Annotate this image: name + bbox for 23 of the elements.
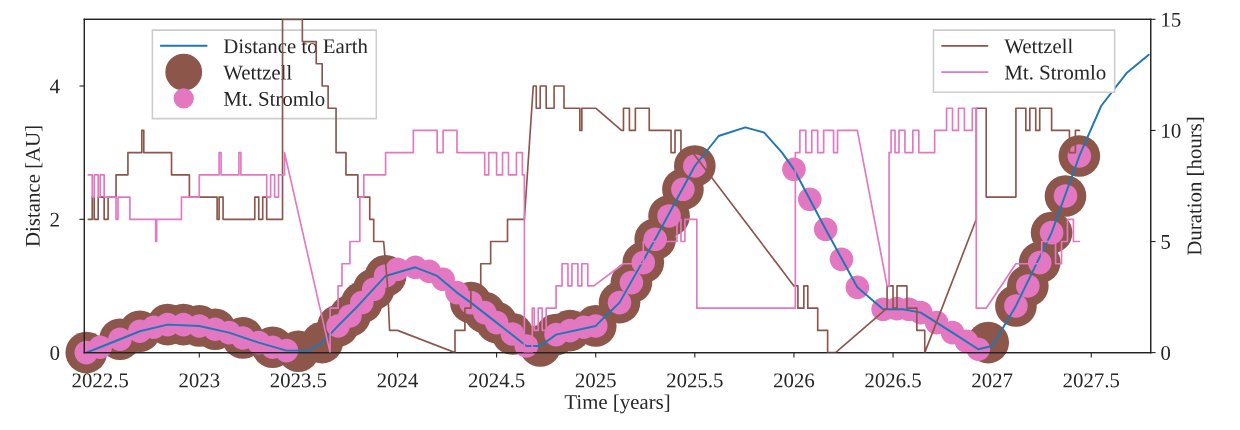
y-tick-label: 2: [50, 212, 59, 227]
x-tick-label: 2025: [575, 373, 616, 388]
y2-axis-title: Duration [hours]: [1186, 117, 1205, 256]
x-tick-label: 2025.5: [667, 373, 723, 388]
y2-tick-label: 0: [1161, 345, 1171, 361]
x-tick-label: 2022.5: [72, 373, 129, 388]
legend-label: Mt. Stromlo: [1004, 64, 1106, 80]
legend-label: Wettzell: [1004, 38, 1073, 54]
x-axis-title: Time [years]: [564, 394, 670, 414]
x-tick-label: 2027: [972, 373, 1013, 388]
y2-tick-label: 15: [1162, 12, 1181, 27]
x-tick-label: 2026.5: [865, 373, 921, 388]
y-axis-title: Distance [AU]: [25, 126, 43, 247]
x-tick-label: 2023: [179, 373, 220, 388]
x-tick-label: 2024.5: [468, 373, 525, 388]
x-tick-label: 2023.5: [270, 373, 327, 388]
y-tick-label: 4: [50, 79, 60, 94]
y2-tick-label: 5: [1161, 235, 1171, 249]
x-tick-label: 2024: [377, 373, 419, 388]
x-tick-label: 2026: [774, 373, 815, 388]
x-tick-label: 2027.5: [1063, 373, 1120, 388]
y2-tick-label: 10: [1162, 123, 1181, 138]
y-tick-label: 0: [50, 345, 60, 361]
